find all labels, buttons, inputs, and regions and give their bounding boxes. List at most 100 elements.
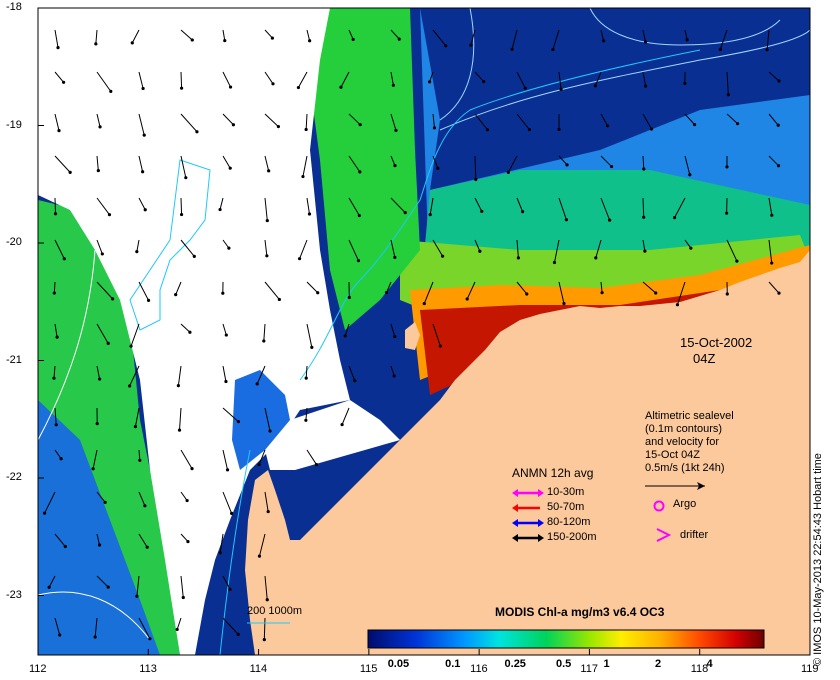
- velocity-arrowhead: [148, 637, 152, 641]
- longitude-tick-label: 113: [139, 663, 157, 675]
- velocity-arrow: [429, 197, 434, 215]
- velocity-arrowhead: [358, 170, 362, 174]
- velocity-arrow: [222, 323, 227, 336]
- velocity-arrowhead: [642, 215, 646, 219]
- velocity-arrowhead: [266, 509, 270, 514]
- latitude-tick-label: -23: [6, 588, 22, 601]
- bathymetry-legend-label: 200 1000m: [247, 605, 303, 617]
- velocity-arrow: [600, 155, 612, 167]
- velocity-arrow: [138, 281, 149, 301]
- velocity-arrowhead: [474, 177, 478, 182]
- velocity-arrowhead: [428, 213, 432, 217]
- velocity-arrowhead: [675, 303, 680, 307]
- velocity-arrowhead: [353, 379, 357, 383]
- velocity-arrowhead: [276, 125, 281, 129]
- velocity-arrow: [390, 155, 396, 166]
- velocity-arrowhead: [184, 176, 188, 180]
- velocity-arrow: [258, 449, 266, 465]
- velocity-arrow: [676, 281, 686, 305]
- velocity-arrow: [264, 71, 274, 85]
- velocity-arrowhead: [725, 211, 729, 215]
- velocity-arrowhead: [478, 249, 482, 253]
- velocity-arrowhead: [688, 173, 692, 177]
- velocity-arrowhead: [271, 82, 275, 86]
- velocity-arrowhead: [643, 40, 648, 44]
- velocity-arrowhead: [255, 382, 259, 386]
- velocity-arrowhead: [270, 36, 274, 40]
- velocity-arrowhead: [777, 79, 781, 83]
- latitude-tick-label: -18: [6, 1, 22, 13]
- velocity-arrow: [54, 533, 66, 547]
- velocity-arrow: [642, 155, 645, 170]
- velocity-arrowhead: [135, 594, 139, 598]
- velocity-arrowhead: [340, 422, 344, 427]
- velocity-arrowhead: [107, 213, 112, 217]
- velocity-arrow: [726, 71, 729, 95]
- velocity-arrow: [768, 113, 779, 126]
- colorbar-tick-label: 2: [655, 658, 662, 670]
- velocity-arrow: [684, 239, 692, 249]
- velocity-arrow: [516, 239, 519, 258]
- velocity-arrowhead: [392, 374, 396, 378]
- velocity-arrow: [219, 197, 224, 210]
- mooring-arrowhead-10-30m: [538, 489, 544, 497]
- velocity-arrowhead: [307, 212, 312, 216]
- sealevel-contour: [439, 29, 810, 131]
- velocity-arrowhead: [565, 163, 569, 167]
- velocity-arrow: [684, 29, 688, 40]
- velocity-arrowhead: [236, 632, 240, 636]
- velocity-arrowhead: [127, 384, 132, 388]
- altimetry-text-1: Altimetric sealevel: [645, 410, 734, 422]
- velocity-arrowhead: [776, 123, 780, 127]
- velocity-arrow: [553, 239, 560, 263]
- velocity-arrow: [96, 71, 112, 92]
- velocity-arrowhead: [304, 127, 308, 132]
- velocity-arrowhead: [100, 252, 104, 256]
- velocity-arrowhead: [188, 330, 192, 334]
- mooring-label-50-70m: 50-70m: [547, 501, 585, 513]
- velocity-arrow: [180, 323, 191, 333]
- velocity-arrowhead: [145, 545, 149, 549]
- velocity-arrowhead: [593, 84, 598, 88]
- velocity-arrow: [768, 155, 779, 167]
- velocity-arrowhead: [559, 87, 563, 91]
- velocity-arrowhead: [525, 292, 529, 296]
- velocity-arrowhead: [106, 341, 110, 345]
- velocity-arrowhead: [685, 38, 689, 42]
- land-mass: [245, 250, 810, 655]
- velocity-arrowhead: [179, 212, 184, 217]
- velocity-arrow: [177, 365, 182, 386]
- velocity-arrow: [256, 365, 266, 385]
- velocity-arrowhead: [316, 291, 320, 295]
- velocity-arrow: [175, 281, 182, 295]
- velocity-arrow: [600, 197, 611, 221]
- velocity-arrow: [180, 449, 193, 469]
- velocity-arrow: [305, 113, 308, 130]
- velocity-arrowhead: [725, 292, 729, 296]
- altimetry-text-5: 0.5m/s (1kt 24h): [645, 462, 725, 474]
- velocity-arrowhead: [562, 301, 566, 306]
- velocity-arrowhead: [228, 85, 233, 89]
- velocity-arrowhead: [482, 79, 486, 84]
- velocity-arrow: [642, 29, 647, 43]
- velocity-arrowhead: [735, 122, 740, 126]
- velocity-arrowhead: [218, 551, 222, 555]
- velocity-arrow: [96, 533, 101, 546]
- velocity-arrowhead: [523, 86, 527, 90]
- velocity-arrowhead: [143, 504, 147, 508]
- longitude-tick-label: 115: [359, 663, 378, 675]
- velocity-arrowhead: [643, 249, 647, 253]
- velocity-arrow: [48, 575, 56, 588]
- velocity-arrowhead: [225, 468, 230, 472]
- velocity-arrow: [180, 239, 195, 257]
- velocity-arrowhead: [228, 166, 232, 170]
- latitude-tick-label: -22: [6, 471, 22, 483]
- velocity-arrowhead: [185, 498, 189, 503]
- velocity-arrow: [305, 407, 308, 421]
- velocity-arrowhead: [391, 83, 395, 87]
- velocity-arrowhead: [181, 595, 185, 600]
- map-plot-area: [38, 8, 810, 655]
- velocity-arrow: [96, 323, 109, 344]
- velocity-arrowhead: [692, 123, 697, 127]
- mooring-arrowhead-150-200m: [512, 534, 518, 542]
